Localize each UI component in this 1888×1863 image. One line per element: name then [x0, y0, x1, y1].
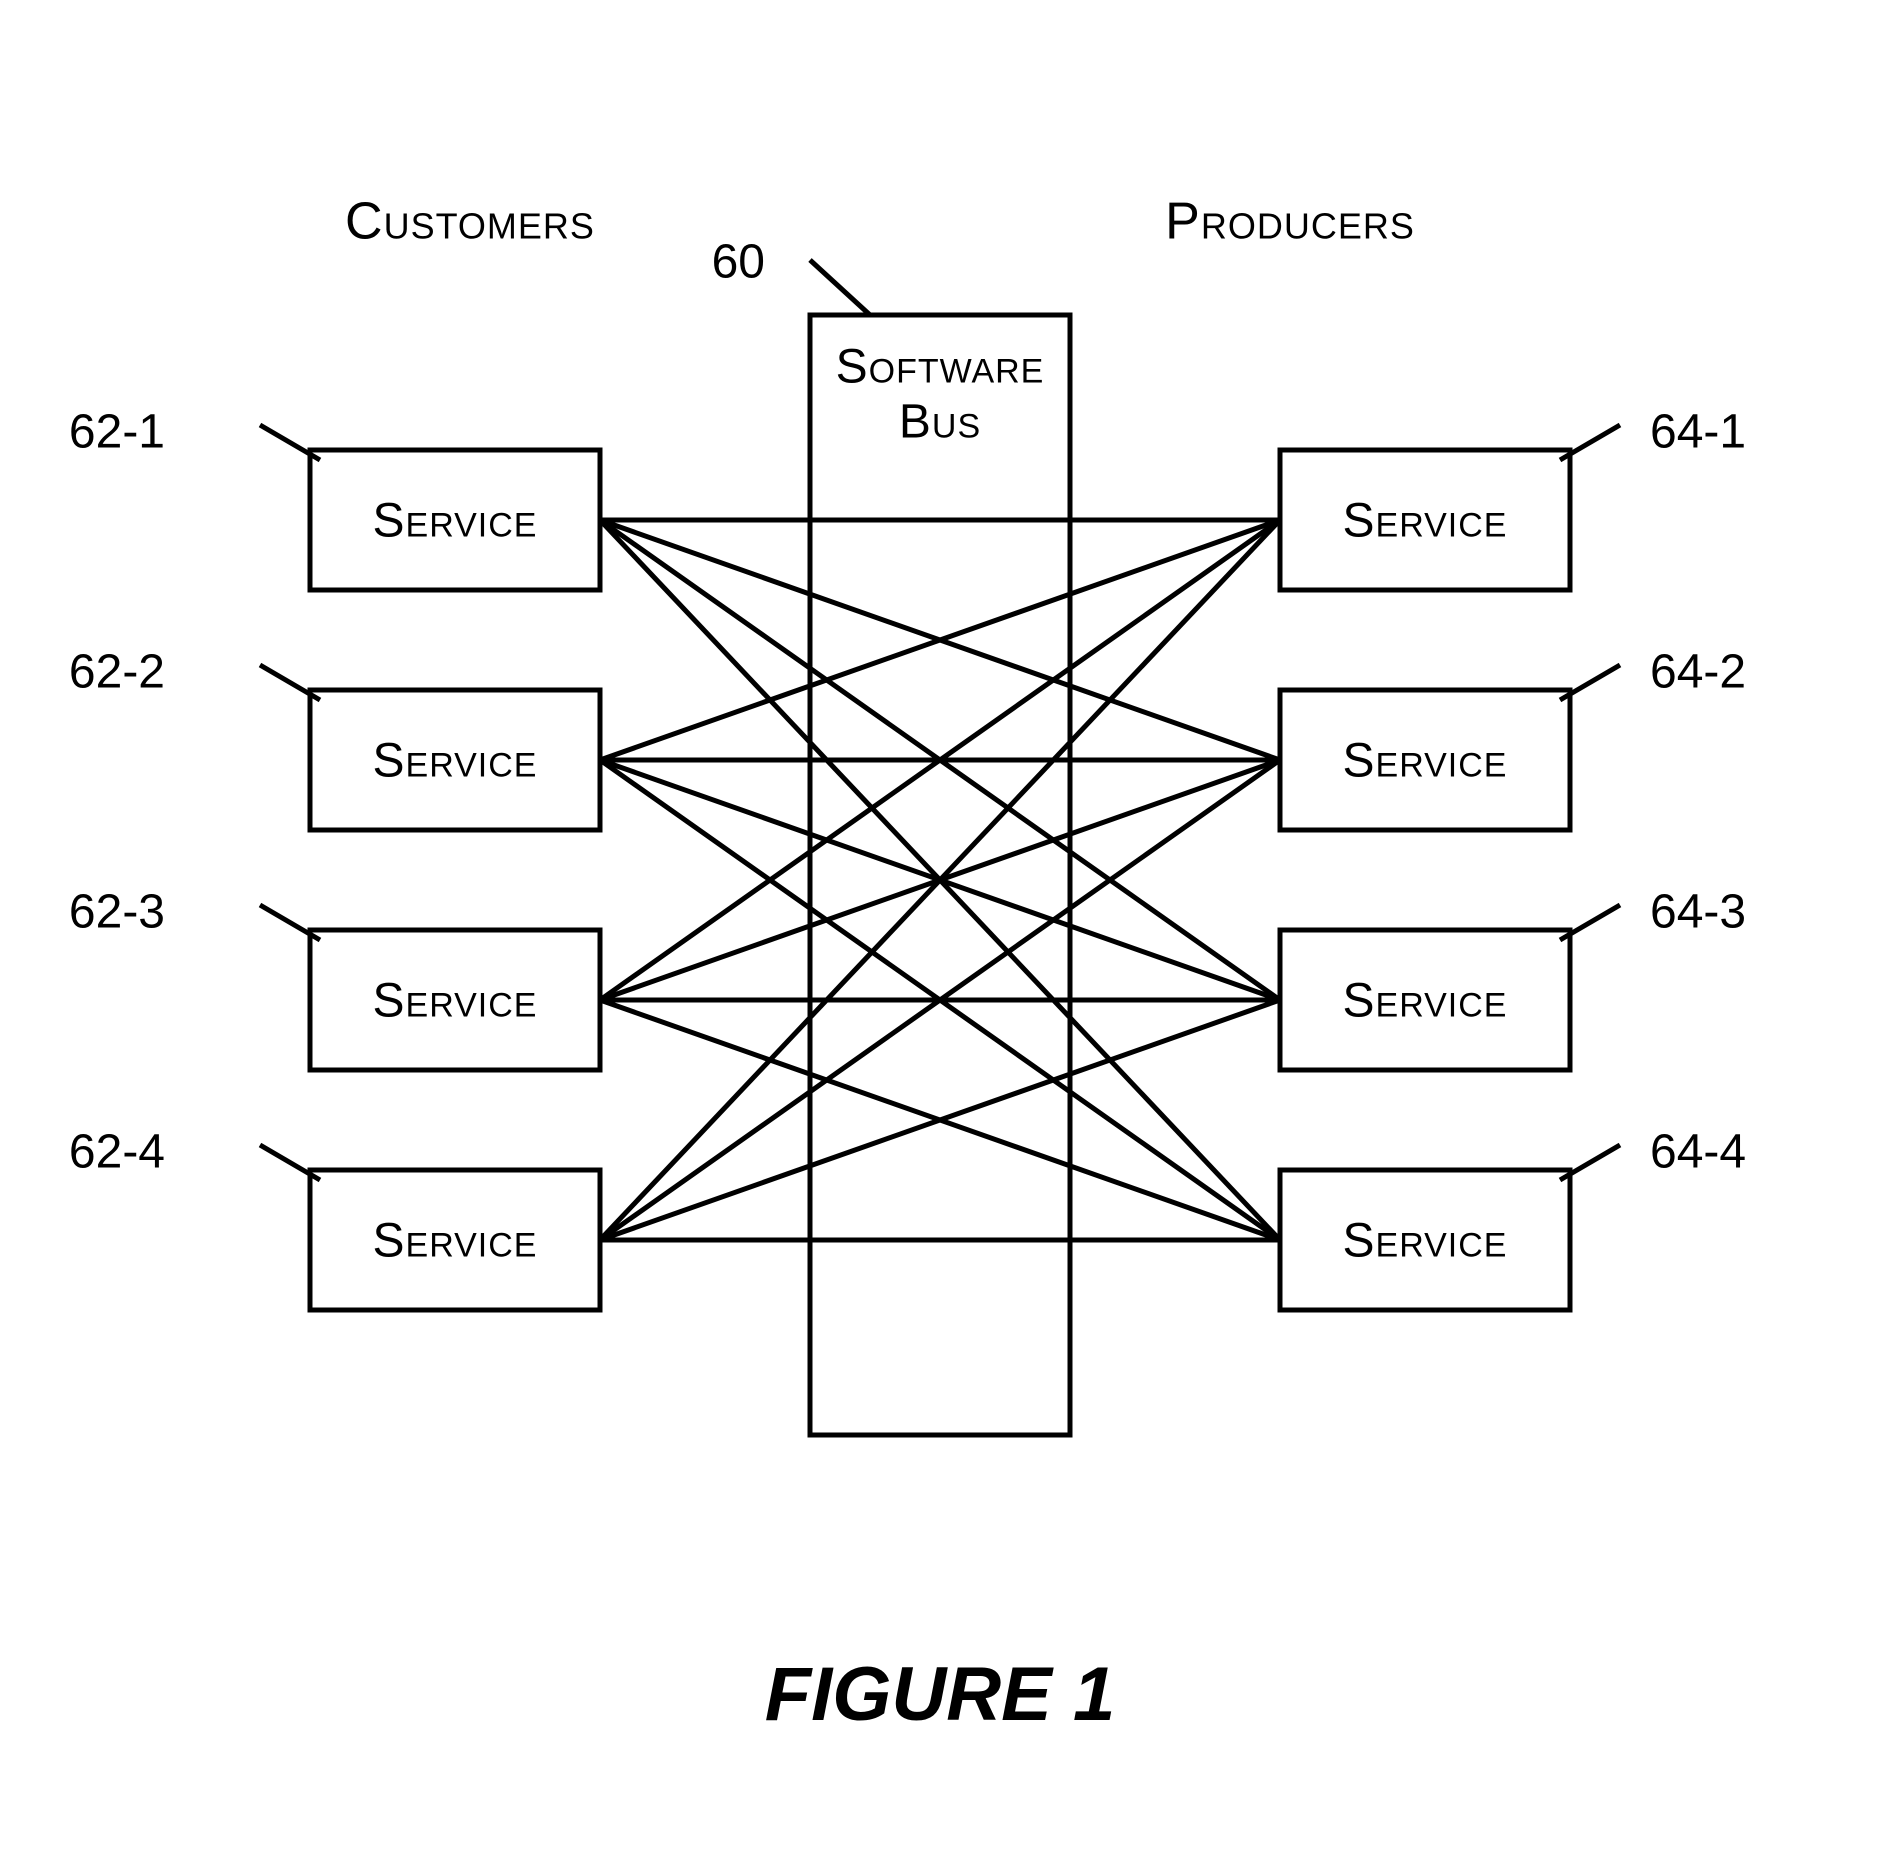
ref-id: 64-1 [1650, 406, 1746, 459]
customer-service-2: Service 62-2 [69, 646, 600, 830]
service-label: Service [373, 735, 538, 788]
ref-id: 62-3 [69, 886, 165, 939]
ref-id: 62-2 [69, 646, 165, 699]
software-bus-label-1: Software [836, 341, 1045, 394]
customer-service-3: Service 62-3 [69, 886, 600, 1070]
producer-service-4: Service 64-4 [1280, 1126, 1746, 1310]
service-label: Service [1343, 735, 1508, 788]
ref-leader [260, 905, 320, 940]
customer-service-4: Service 62-4 [69, 1126, 600, 1310]
producer-service-2: Service 64-2 [1280, 646, 1746, 830]
ref-id: 62-1 [69, 406, 165, 459]
ref-leader [260, 425, 320, 460]
ref-leader [1560, 425, 1620, 460]
ref-leader [260, 665, 320, 700]
customers-header: Customers [345, 193, 595, 251]
ref-leader [1560, 905, 1620, 940]
connection-lines [600, 520, 1280, 1240]
software-bus: SoftwareBus [810, 315, 1070, 1435]
customer-service-1: Service 62-1 [69, 406, 600, 590]
bus-ref-id: 60 [712, 236, 765, 289]
service-label: Service [1343, 975, 1508, 1028]
ref-leader [1560, 665, 1620, 700]
ref-id: 64-2 [1650, 646, 1746, 699]
software-bus-label-2: Bus [899, 396, 981, 449]
service-label: Service [1343, 1215, 1508, 1268]
producer-service-1: Service 64-1 [1280, 406, 1746, 590]
producer-service-3: Service 64-3 [1280, 886, 1746, 1070]
ref-id: 64-4 [1650, 1126, 1746, 1179]
service-label: Service [373, 975, 538, 1028]
service-label: Service [373, 495, 538, 548]
ref-id: 64-3 [1650, 886, 1746, 939]
service-label: Service [1343, 495, 1508, 548]
ref-leader [260, 1145, 320, 1180]
ref-id: 62-4 [69, 1126, 165, 1179]
software-bus-box [810, 315, 1070, 1435]
producers-header: Producers [1165, 193, 1415, 251]
ref-leader [1560, 1145, 1620, 1180]
service-label: Service [373, 1215, 538, 1268]
figure-caption: FIGURE 1 [765, 1652, 1116, 1737]
bus-ref-leader [810, 260, 870, 315]
